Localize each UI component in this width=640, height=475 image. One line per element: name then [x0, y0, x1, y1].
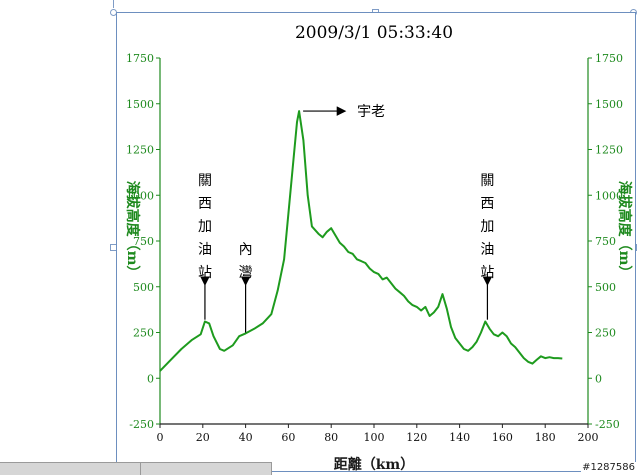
x-tick-label: 0 [157, 431, 164, 444]
x-tick-label: 160 [492, 431, 513, 444]
x-tick-label: 20 [196, 431, 210, 444]
annotation-char: 站 [198, 265, 212, 281]
annotation-char: 關 [480, 173, 494, 189]
x-tick-label: 140 [449, 431, 470, 444]
y-tick-label-right: 500 [595, 281, 616, 294]
x-tick-label: 200 [578, 431, 599, 444]
elevation-line [159, 110, 563, 372]
watermark: #1287586 [581, 462, 636, 473]
chart-title: 2009/3/1 05:33:40 [295, 23, 453, 43]
y-tick-label-left: 1000 [126, 189, 154, 202]
x-tick-label: 40 [239, 431, 253, 444]
y-tick-label-right: 1500 [595, 98, 623, 111]
annotation-label: 關西加油站 [480, 173, 494, 281]
y-tick-label-left: 1750 [126, 52, 154, 65]
rotate-handle-stem [113, 0, 119, 8]
y-tick-label-left: 0 [147, 372, 154, 385]
annotation-label: 內灣 [239, 242, 253, 281]
annotation-char: 站 [480, 265, 494, 281]
taskbar-slot[interactable] [141, 463, 272, 475]
x-tick-label: 60 [281, 431, 295, 444]
annotation-char: 灣 [239, 265, 253, 281]
y-tick-label-left: 750 [133, 235, 154, 248]
annotation-char: 關 [198, 173, 212, 189]
annotation-char: 加 [198, 219, 212, 235]
y-tick-label-left: -250 [129, 418, 154, 431]
y-tick-label-right: 1250 [595, 144, 623, 157]
annotation-char: 加 [480, 219, 494, 235]
y-tick-label-left: 500 [133, 281, 154, 294]
x-tick-label: 180 [535, 431, 556, 444]
y-tick-label-left: 250 [133, 327, 154, 340]
y-tick-label-right: 750 [595, 235, 616, 248]
x-tick-label: 80 [324, 431, 338, 444]
annotation-label: 關西加油站 [198, 173, 212, 281]
annotation-char: 內 [239, 242, 253, 258]
annotation-char: 油 [198, 242, 212, 258]
annotation-char: 西 [480, 196, 494, 212]
y-tick-label-right: 250 [595, 327, 616, 340]
chart-series [159, 110, 563, 372]
taskbar-slot[interactable] [0, 463, 141, 475]
y-axis-label-left: 海拔高度（m） [124, 181, 141, 280]
y-tick-label-right: 1750 [595, 52, 623, 65]
taskbar [0, 462, 272, 475]
y-tick-label-right: 1000 [595, 189, 623, 202]
y-tick-label-left: 1250 [126, 144, 154, 157]
y-tick-label-right: -250 [595, 418, 620, 431]
x-tick-label: 100 [364, 431, 385, 444]
annotation-label: 宇老 [357, 104, 385, 120]
y-tick-label-left: 1500 [126, 98, 154, 111]
x-axis-label: 距離（km） [334, 456, 415, 473]
x-tick-label: 120 [406, 431, 427, 444]
chart-frame[interactable] [116, 12, 636, 472]
y-axis-label-right: 海拔高度（m） [616, 181, 633, 280]
annotation-char: 油 [480, 242, 494, 258]
y-tick-label-right: 0 [595, 372, 602, 385]
annotation-char: 西 [198, 196, 212, 212]
